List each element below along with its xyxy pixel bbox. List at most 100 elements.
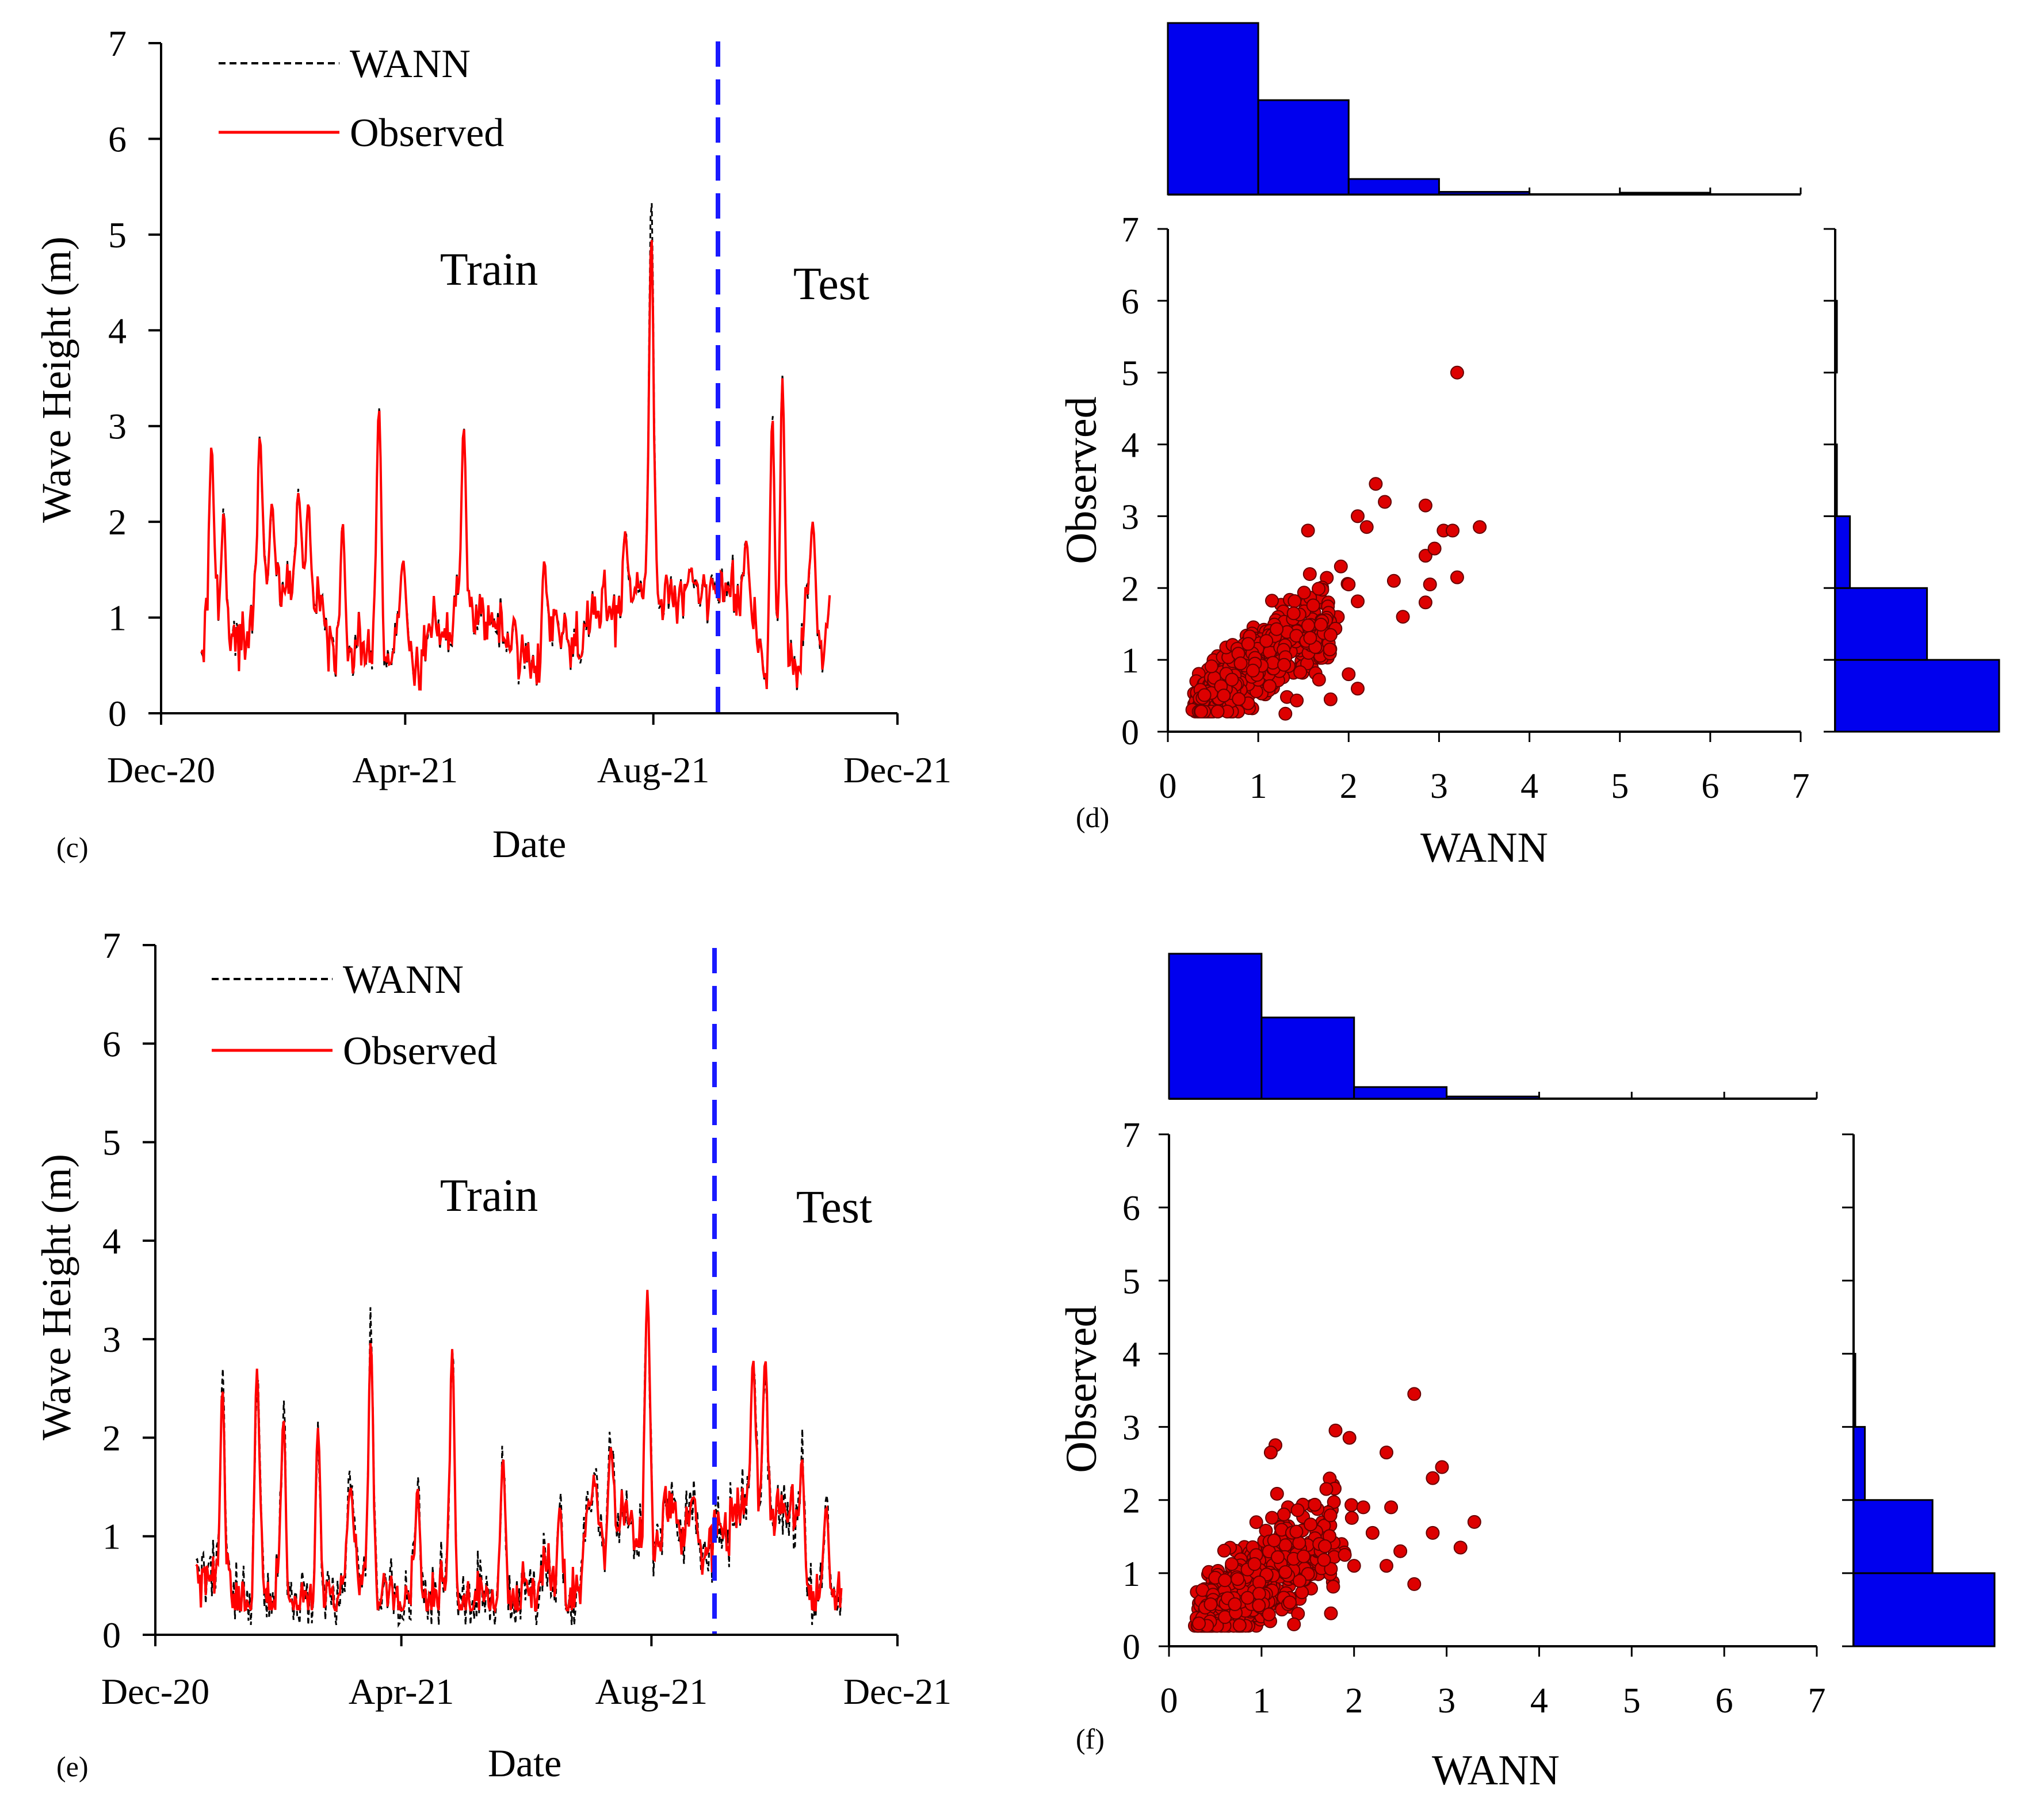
panel-e-legend: WANN Observed (212, 958, 497, 1073)
panel-f-point (1324, 1606, 1338, 1620)
panel-f-point (1342, 1431, 1357, 1445)
panel-f-hist-top-bar (1446, 1095, 1540, 1100)
panel-f-point (1289, 1524, 1304, 1539)
panel-c-label: (c) (56, 831, 89, 863)
panel-f-point (1327, 1495, 1341, 1509)
panel-f-point (1347, 1559, 1361, 1573)
panel-f-ylabel: Observed (1057, 1305, 1106, 1473)
panel-d-point (1351, 594, 1365, 609)
panel-c-xlabel: Date (492, 822, 566, 866)
panel-f-hist-top-bar (1353, 1086, 1448, 1100)
panel-e-label: (e) (56, 1750, 89, 1783)
panel-f-point (1304, 1517, 1318, 1532)
panel-e-ylabel: Wave Height (m) (33, 1154, 79, 1440)
panel-c-xtick-label: Dec-21 (843, 750, 952, 790)
panel-d-point (1427, 541, 1442, 556)
panel-d-point (1450, 365, 1464, 380)
panel-d-ytick-label: 5 (1121, 354, 1139, 393)
panel-c-test-label: Test (793, 259, 869, 309)
panel-f-point (1356, 1500, 1370, 1515)
panel-f-point (1252, 1586, 1266, 1601)
panel-c-ytick-label: 0 (108, 693, 127, 734)
panel-f-point (1240, 1590, 1255, 1605)
panel-d-point (1446, 523, 1460, 538)
panel-d-point (1323, 692, 1338, 706)
panel-f-point (1365, 1525, 1380, 1540)
panel-f-point (1270, 1486, 1284, 1501)
panel-d-point (1290, 693, 1304, 708)
panel-f-point (1453, 1540, 1468, 1555)
panel-d-hist-right-bar (1834, 443, 1838, 517)
panel-d-hist-right-bar (1834, 300, 1838, 374)
panel-f-point (1228, 1597, 1242, 1611)
panel-d-point (1197, 688, 1212, 702)
panel-e-train-label: Train (440, 1171, 538, 1221)
panel-f-point (1426, 1525, 1440, 1540)
panel-d-point (1233, 656, 1248, 671)
panel-f-xtick-label: 3 (1438, 1681, 1455, 1720)
panel-d-point (1302, 567, 1317, 581)
panel-d-point (1342, 667, 1356, 682)
panel-e-series (195, 1290, 843, 1628)
panel-d-point (1297, 586, 1311, 600)
panel-d-point (1301, 523, 1315, 538)
panel-e-series-observed (195, 1290, 843, 1614)
panel-d-point (1312, 672, 1326, 687)
panel-f-ytick-label: 1 (1122, 1555, 1140, 1594)
panel-d-hist-top-bar (1438, 191, 1531, 196)
panel-c-train-label: Train (440, 244, 538, 295)
panel-d-point (1342, 578, 1356, 591)
panel-d-xtick-label: 5 (1611, 767, 1629, 806)
panel-c-series-observed (200, 240, 831, 691)
panel-c-ytick-label: 5 (108, 215, 127, 255)
panel-f: 00 1 1 2 2 3 3 4 4 5 5 6 6 7 7 WANN Observed (f) (1057, 953, 1996, 1794)
panel-d-points (1185, 365, 1487, 721)
panel-f-point (1204, 1597, 1218, 1611)
panel-d-point (1270, 622, 1284, 636)
panel-f-point (1218, 1573, 1232, 1588)
panel-f-hist-top (1168, 953, 1818, 1100)
panel-f-point (1328, 1423, 1343, 1437)
panel-d-point (1241, 637, 1255, 651)
panel-e-ytick-label: 4 (102, 1221, 121, 1261)
panel-f-point (1292, 1536, 1306, 1550)
panel-c-ytick-label: 6 (108, 118, 127, 159)
panel-d-hist-right-bar (1834, 659, 2000, 733)
panel-d-hist-right-bar (1834, 587, 1928, 661)
panel-d-point (1351, 509, 1365, 523)
panel-d-xtick-label: 7 (1792, 767, 1810, 806)
panel-f-point (1287, 1617, 1301, 1631)
panel-d-point (1423, 578, 1437, 591)
panel-e-series-wann (195, 1303, 842, 1628)
panel-d-point (1351, 682, 1365, 696)
panel-f-point (1278, 1565, 1293, 1579)
panel-d-ytick-label: 7 (1121, 211, 1139, 250)
panel-d-xtick-label: 3 (1430, 767, 1448, 806)
panel-e: 0 1 2 3 4 5 6 7 Dec-20 Apr-21 Aug-21 Dec-21 Date Wa… (33, 925, 952, 1785)
panel-f-points (1188, 1387, 1481, 1633)
panel-d-point (1303, 630, 1317, 645)
panel-f-point (1265, 1511, 1279, 1525)
panel-f-point (1338, 1548, 1352, 1562)
panel-f-point (1467, 1515, 1481, 1529)
panel-f-ytick-label: 7 (1122, 1116, 1140, 1155)
panel-f-ytick-label: 0 (1122, 1628, 1140, 1667)
panel-d-point (1232, 692, 1246, 706)
panel-d-point (1359, 520, 1374, 534)
panel-f-point (1380, 1559, 1393, 1573)
panel-f-xtick-label: 7 (1808, 1681, 1826, 1720)
panel-f-point (1344, 1498, 1359, 1512)
panel-f-point (1426, 1471, 1440, 1485)
panel-f-point (1267, 1534, 1281, 1547)
panel-f-point (1290, 1503, 1305, 1517)
panel-c-legend-wann: WANN (350, 42, 471, 86)
panel-f-hist-right-bar (1852, 1499, 1934, 1574)
panel-c: 0 1 2 3 4 5 6 7 Dec-20 Apr-21 Aug-21 Dec-21 Date Wa… (33, 23, 952, 866)
panel-e-ytick-label: 2 (102, 1417, 121, 1458)
panel-f-point (1293, 1574, 1306, 1588)
panel-d-hist-right (1824, 228, 2000, 733)
panel-e-xtick-label: Dec-21 (843, 1671, 952, 1712)
panel-d-point (1369, 477, 1383, 491)
panel-f-point (1278, 1538, 1293, 1553)
panel-f-axes: 00 1 1 2 2 3 3 4 4 5 5 6 6 7 7 (1122, 1116, 1826, 1720)
